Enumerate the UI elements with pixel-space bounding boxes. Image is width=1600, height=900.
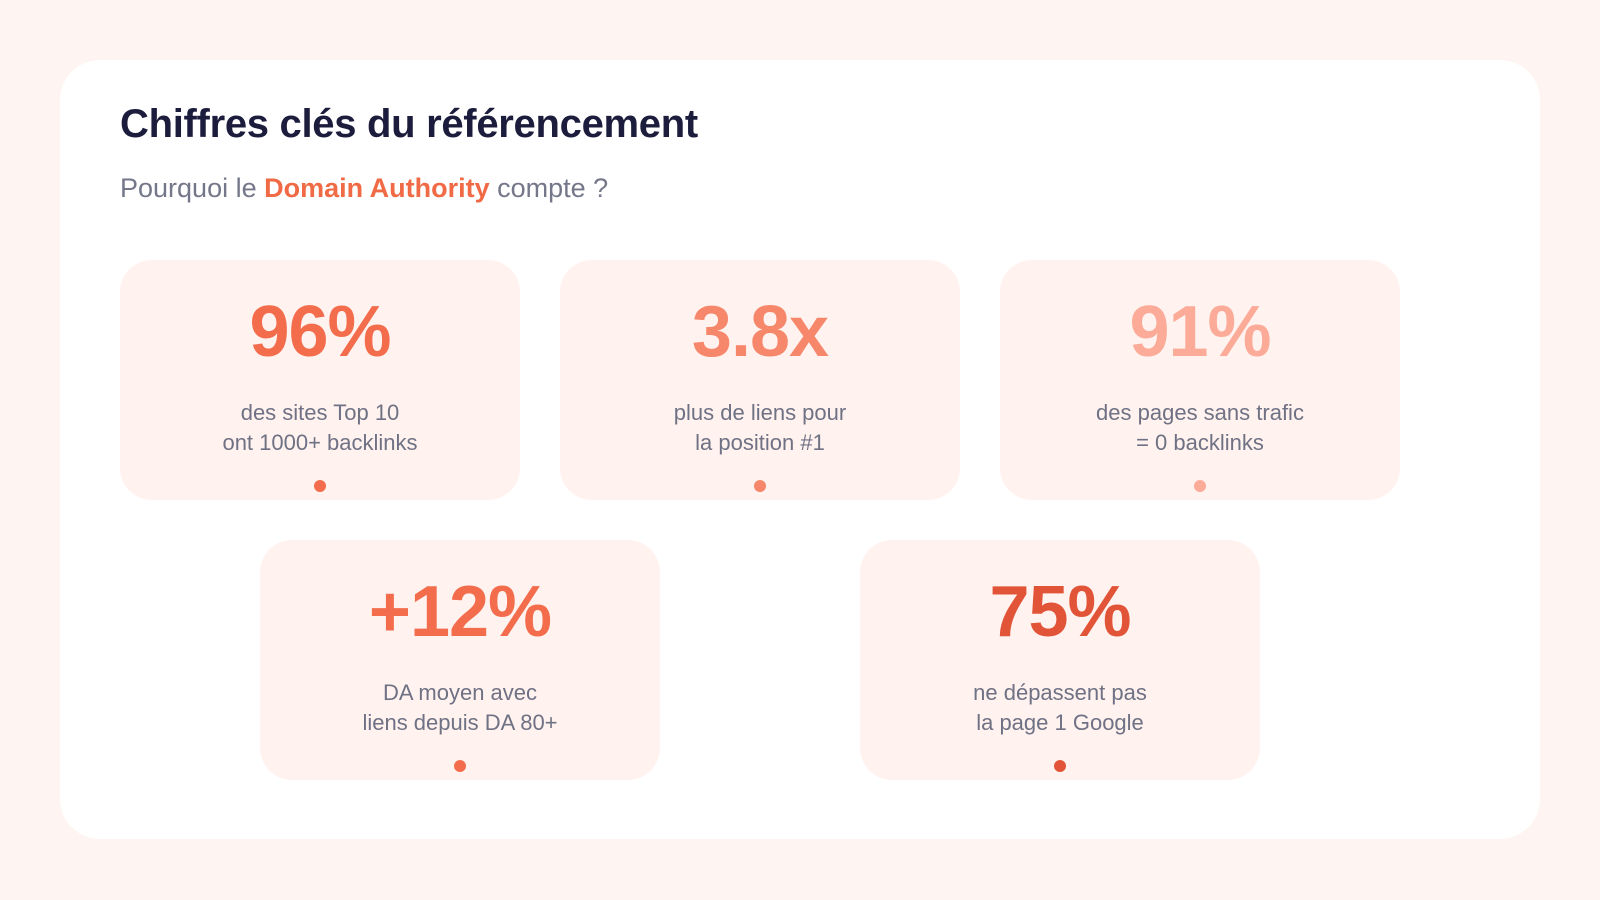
stat-description-line: liens depuis DA 80+	[362, 710, 558, 735]
stat-description-line: la page 1 Google	[976, 710, 1144, 735]
stat-description-line: = 0 backlinks	[1136, 430, 1264, 455]
page-subtitle: Pourquoi le Domain Authority compte ?	[120, 172, 608, 204]
stat-description: ne dépassent pas la page 1 Google	[860, 678, 1260, 738]
stat-card-da-boost: +12% DA moyen avec liens depuis DA 80+	[260, 540, 660, 780]
stat-card-top10-backlinks: 96% des sites Top 10 ont 1000+ backlinks	[120, 260, 520, 500]
stat-card-no-traffic: 91% des pages sans trafic = 0 backlinks	[1000, 260, 1400, 500]
stat-description: des pages sans trafic = 0 backlinks	[1000, 398, 1400, 458]
stats-panel: Chiffres clés du référencement Pourquoi …	[60, 60, 1540, 839]
stat-description-line: des sites Top 10	[240, 400, 400, 425]
subtitle-suffix: compte ?	[489, 173, 609, 203]
card-indicator-dot	[1194, 480, 1206, 492]
stat-description: des sites Top 10 ont 1000+ backlinks	[120, 398, 520, 458]
card-indicator-dot	[754, 480, 766, 492]
subtitle-highlight: Domain Authority	[264, 173, 490, 203]
page-title: Chiffres clés du référencement	[120, 102, 698, 146]
card-indicator-dot	[454, 760, 466, 772]
stat-value: 75%	[989, 572, 1131, 652]
stat-card-links-position: 3.8x plus de liens pour la position #1	[560, 260, 960, 500]
stat-description-line: ont 1000+ backlinks	[222, 430, 418, 455]
stat-description: plus de liens pour la position #1	[560, 398, 960, 458]
subtitle-prefix: Pourquoi le	[120, 173, 265, 203]
stat-value: 91%	[1129, 292, 1271, 372]
stat-card-page-one: 75% ne dépassent pas la page 1 Google	[860, 540, 1260, 780]
stat-value: 3.8x	[691, 292, 829, 372]
card-indicator-dot	[314, 480, 326, 492]
stat-description: DA moyen avec liens depuis DA 80+	[260, 678, 660, 738]
card-indicator-dot	[1054, 760, 1066, 772]
stat-description-line: DA moyen avec	[382, 680, 538, 705]
stat-description-line: ne dépassent pas	[973, 680, 1147, 705]
stat-value: +12%	[368, 572, 552, 652]
stat-description-line: des pages sans trafic	[1096, 400, 1304, 425]
stat-value: 96%	[249, 292, 391, 372]
stat-description-line: la position #1	[695, 430, 825, 455]
stat-description-line: plus de liens pour	[673, 400, 847, 425]
